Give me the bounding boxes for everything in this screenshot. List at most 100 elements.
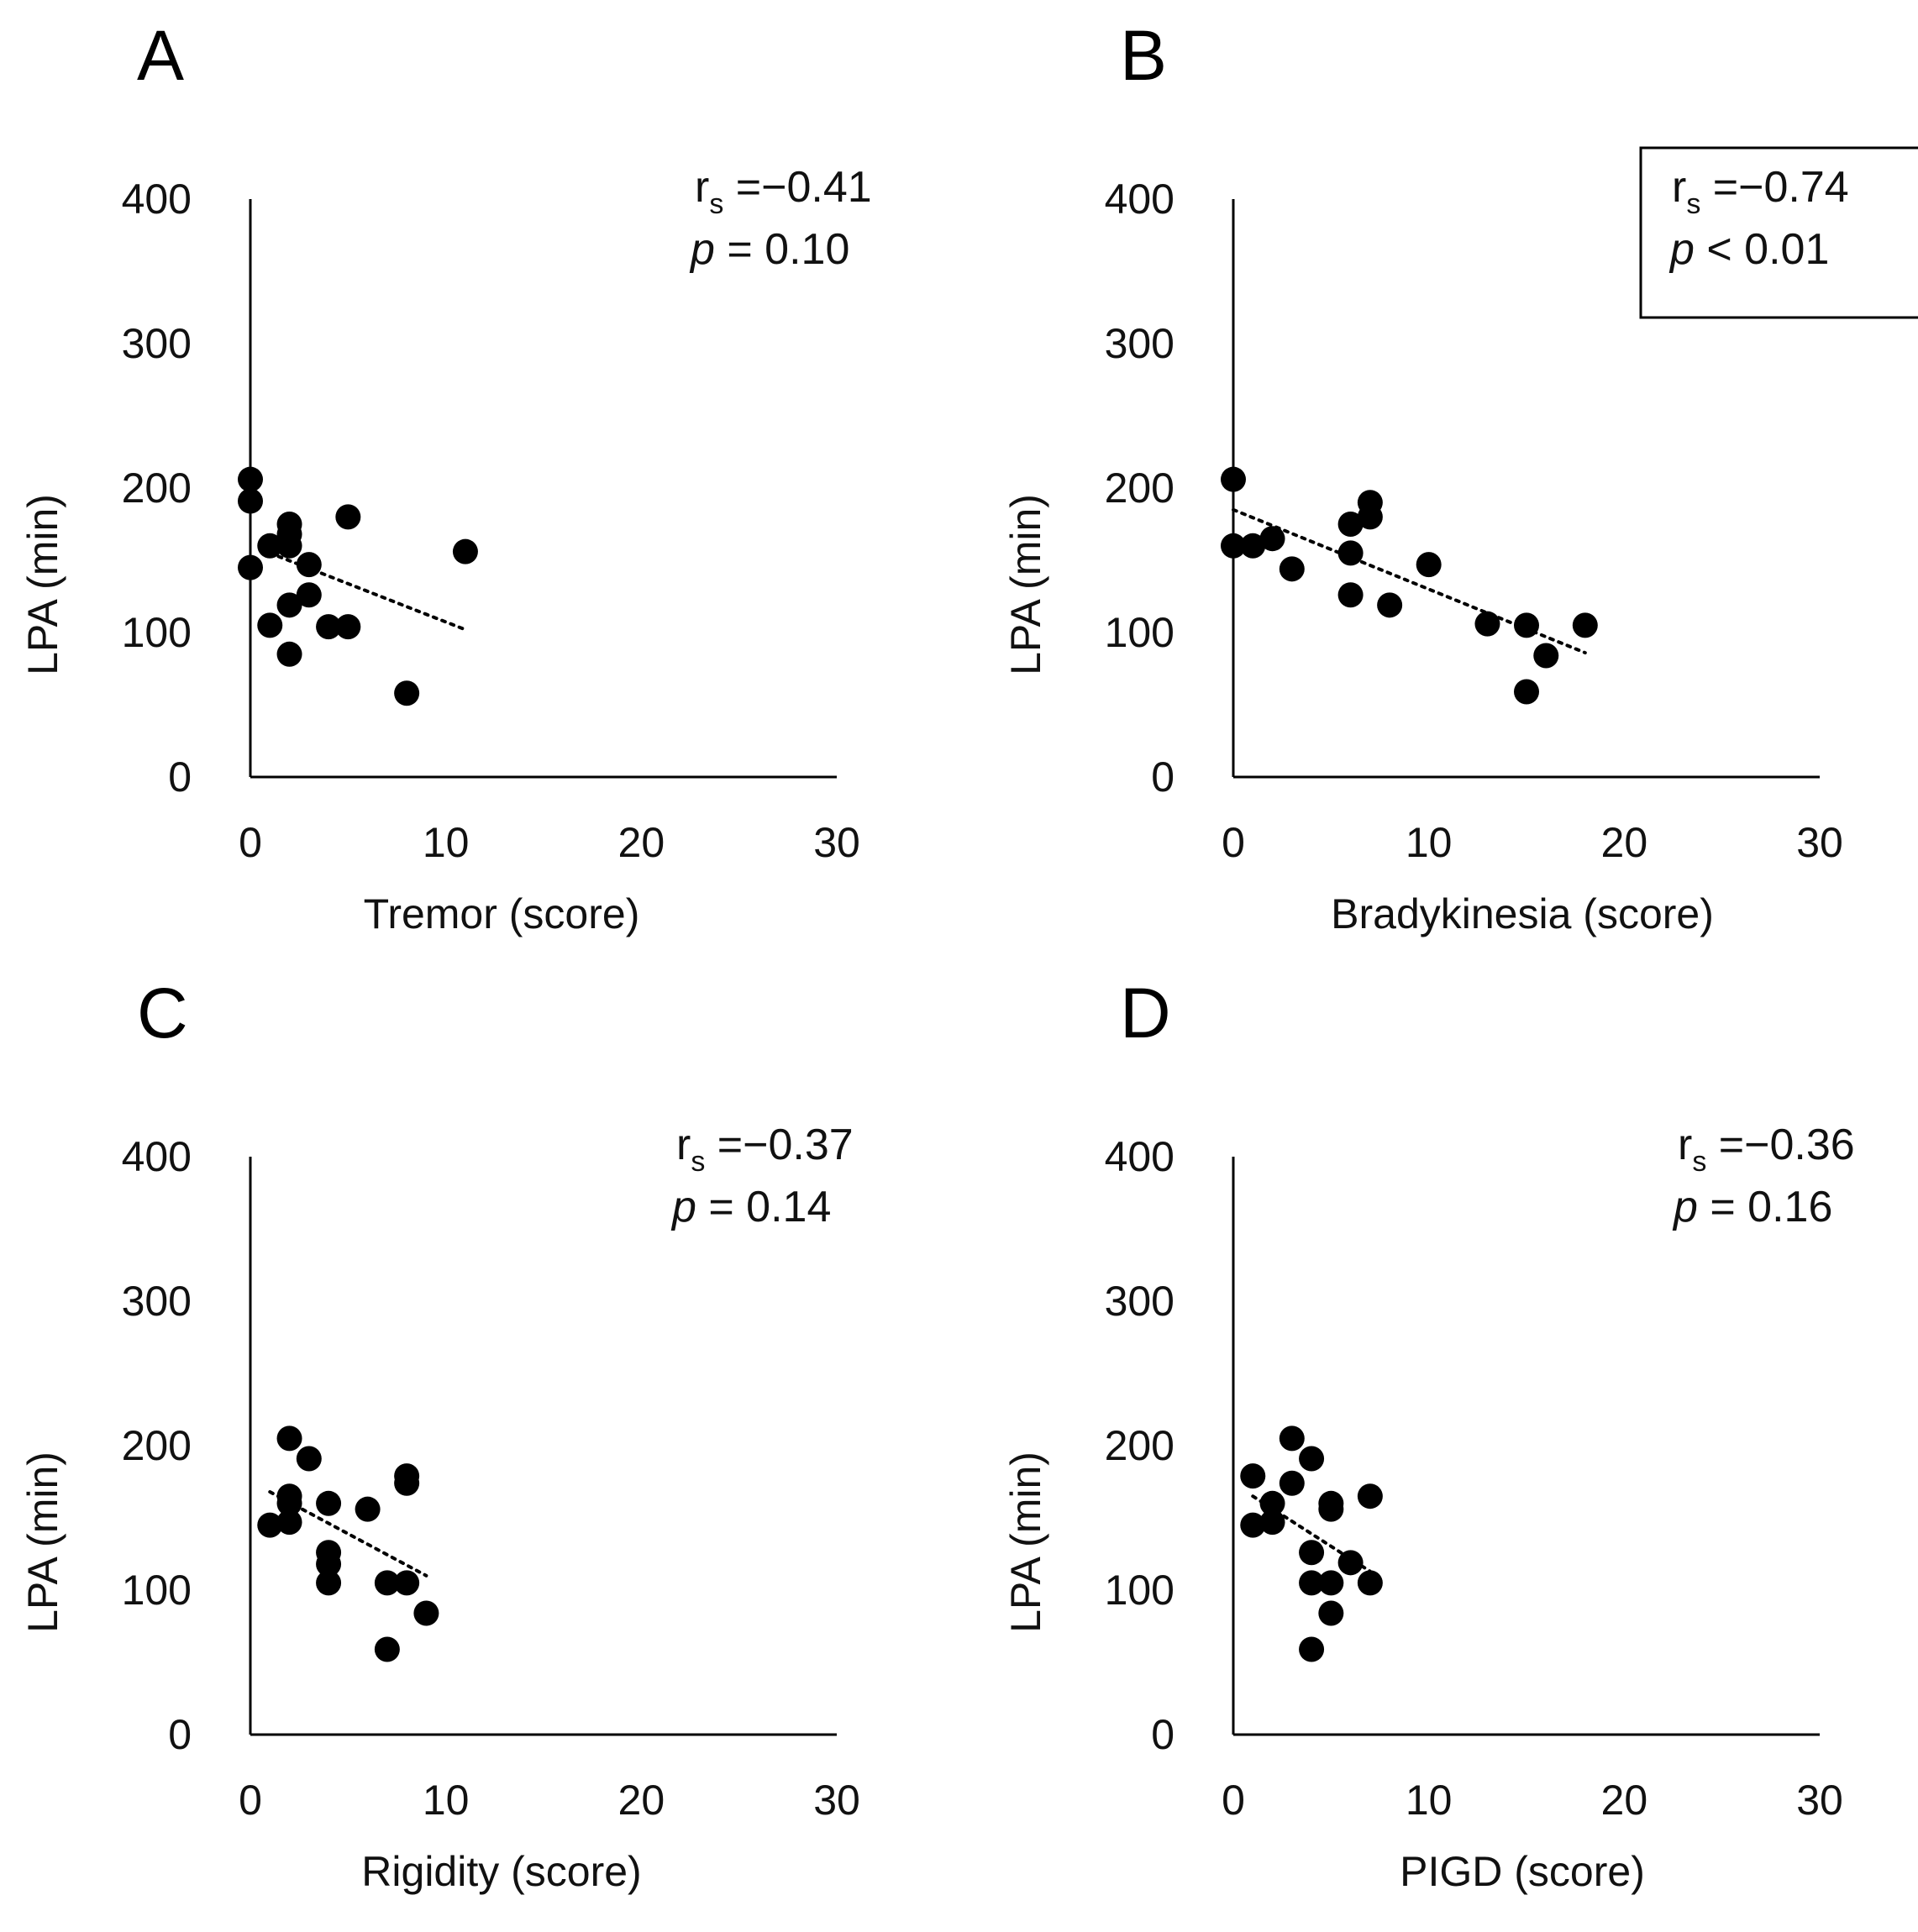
data-point: [316, 1551, 342, 1578]
data-point: [1318, 1570, 1344, 1596]
p-value: = 0.10: [715, 225, 849, 274]
y-tick-label: 300: [122, 320, 192, 367]
y-tick-label: 0: [1151, 753, 1174, 801]
data-point: [1533, 643, 1559, 669]
data-point: [316, 1490, 342, 1516]
x-tick-label: 10: [423, 819, 470, 866]
data-point: [1221, 533, 1246, 559]
panel-c: C 0 100 200 300 400 0 10 20 30 Rigidity (score) LP…: [0, 966, 983, 1932]
data-point: [1377, 592, 1403, 618]
y-tick-label: 300: [122, 1278, 192, 1325]
x-axis-title: PIGD (score): [1400, 1848, 1645, 1895]
data-point: [257, 612, 283, 638]
data-point: [1240, 1463, 1266, 1489]
r-subscript: s: [1686, 188, 1700, 220]
data-point: [238, 466, 263, 492]
data-point: [374, 1636, 400, 1662]
data-point: [1572, 612, 1598, 638]
x-tick-label: 30: [1796, 819, 1843, 866]
x-tick-label: 20: [618, 1777, 665, 1824]
r-value: =−0.36: [1706, 1121, 1854, 1169]
x-axis-title: Rigidity (score): [361, 1848, 641, 1895]
trendline: [268, 551, 467, 632]
r-value: =−0.41: [723, 163, 871, 212]
p-symbol: p: [1672, 1183, 1698, 1231]
r-symbol: r: [676, 1121, 691, 1169]
data-point: [257, 1512, 283, 1538]
panel-a: A 0 100 200 300 400 0 10 20 30 Tremor (score) LPA …: [0, 0, 983, 966]
data-point: [1318, 1496, 1344, 1522]
data-point: [374, 1570, 400, 1596]
correlation-coefficient: rs =−0.37: [676, 1121, 854, 1178]
r-symbol: r: [1672, 163, 1686, 212]
data-point: [1337, 1550, 1364, 1576]
panel-b: B 0 100 200 300 400 0 10 20 30 Bradykinesia (scor…: [983, 0, 1918, 966]
y-tick-label: 200: [1105, 1422, 1174, 1469]
annotation-box: [1639, 146, 1918, 319]
data-point: [1474, 611, 1500, 637]
p-value: = 0.16: [1698, 1183, 1832, 1231]
p-value-text: p = 0.16: [1672, 1183, 1832, 1231]
panel-letter: B: [1120, 16, 1168, 95]
data-point: [1259, 1490, 1285, 1516]
x-tick-label: 20: [1601, 1777, 1648, 1824]
scatter-plot-b: 0 100 200 300 400 0 10 20 30 Bradykinesia (score)…: [1002, 146, 1918, 937]
data-point: [1514, 679, 1539, 705]
data-point: [316, 614, 342, 640]
data-point: [296, 552, 322, 578]
data-point: [452, 538, 478, 564]
data-point: [238, 488, 263, 514]
data-point: [296, 1446, 322, 1472]
x-tick-label: 0: [239, 1777, 262, 1824]
data-point: [1240, 1512, 1266, 1538]
scatter-plot-a: 0 100 200 300 400 0 10 20 30 Tremor (score) LPA (m…: [19, 163, 872, 937]
panel-letter: D: [1120, 974, 1171, 1053]
r-symbol: r: [695, 163, 709, 212]
data-point: [1299, 1570, 1325, 1596]
r-subscript: s: [691, 1146, 705, 1178]
r-symbol: r: [1678, 1121, 1692, 1169]
data-point: [1357, 1483, 1383, 1509]
y-tick-label: 100: [122, 1567, 192, 1614]
y-tick-label: 400: [122, 176, 192, 223]
data-point: [1299, 1446, 1325, 1472]
data-point: [394, 1570, 420, 1596]
x-tick-label: 30: [813, 819, 860, 866]
x-tick-label: 0: [239, 819, 262, 866]
p-value: = 0.14: [696, 1183, 831, 1231]
y-tick-label: 400: [122, 1133, 192, 1180]
data-point: [1259, 1509, 1285, 1536]
data-point: [394, 1470, 420, 1496]
data-point: [335, 504, 361, 530]
y-tick-label: 300: [1105, 320, 1174, 367]
data-point: [316, 1570, 342, 1596]
y-tick-label: 0: [1151, 1711, 1174, 1758]
x-tick-label: 10: [1406, 819, 1453, 866]
data-point: [276, 641, 302, 667]
data-point: [1357, 1570, 1383, 1596]
r-subscript: s: [709, 188, 723, 220]
y-tick-label: 100: [1105, 1567, 1174, 1614]
x-tick-label: 0: [1222, 819, 1245, 866]
r-value: =−0.74: [1700, 163, 1848, 212]
data-point: [1299, 1636, 1325, 1662]
y-tick-label: 100: [1105, 609, 1174, 656]
y-axis-title: LPA (min): [1002, 494, 1049, 675]
y-tick-label: 0: [168, 753, 192, 801]
data-point: [276, 592, 302, 618]
p-value: < 0.01: [1695, 225, 1829, 274]
p-value-text: p < 0.01: [1668, 225, 1829, 274]
x-axis-title: Tremor (score): [364, 890, 640, 937]
correlation-coefficient: rs =−0.41: [695, 163, 872, 220]
y-axis-title: LPA (min): [1002, 1452, 1049, 1633]
data-point: [413, 1600, 439, 1626]
data-point: [335, 614, 361, 640]
y-tick-label: 400: [1105, 176, 1174, 223]
data-point: [1279, 1425, 1305, 1452]
panel-d: D 0 100 200 300 400 0 10 20 30 PIGD (score) LPA (m…: [983, 966, 1918, 1932]
x-tick-label: 20: [618, 819, 665, 866]
x-tick-label: 10: [423, 1777, 470, 1824]
r-value: =−0.37: [705, 1121, 853, 1169]
correlation-coefficient: rs =−0.36: [1678, 1121, 1855, 1178]
p-value-text: p = 0.10: [689, 225, 849, 274]
